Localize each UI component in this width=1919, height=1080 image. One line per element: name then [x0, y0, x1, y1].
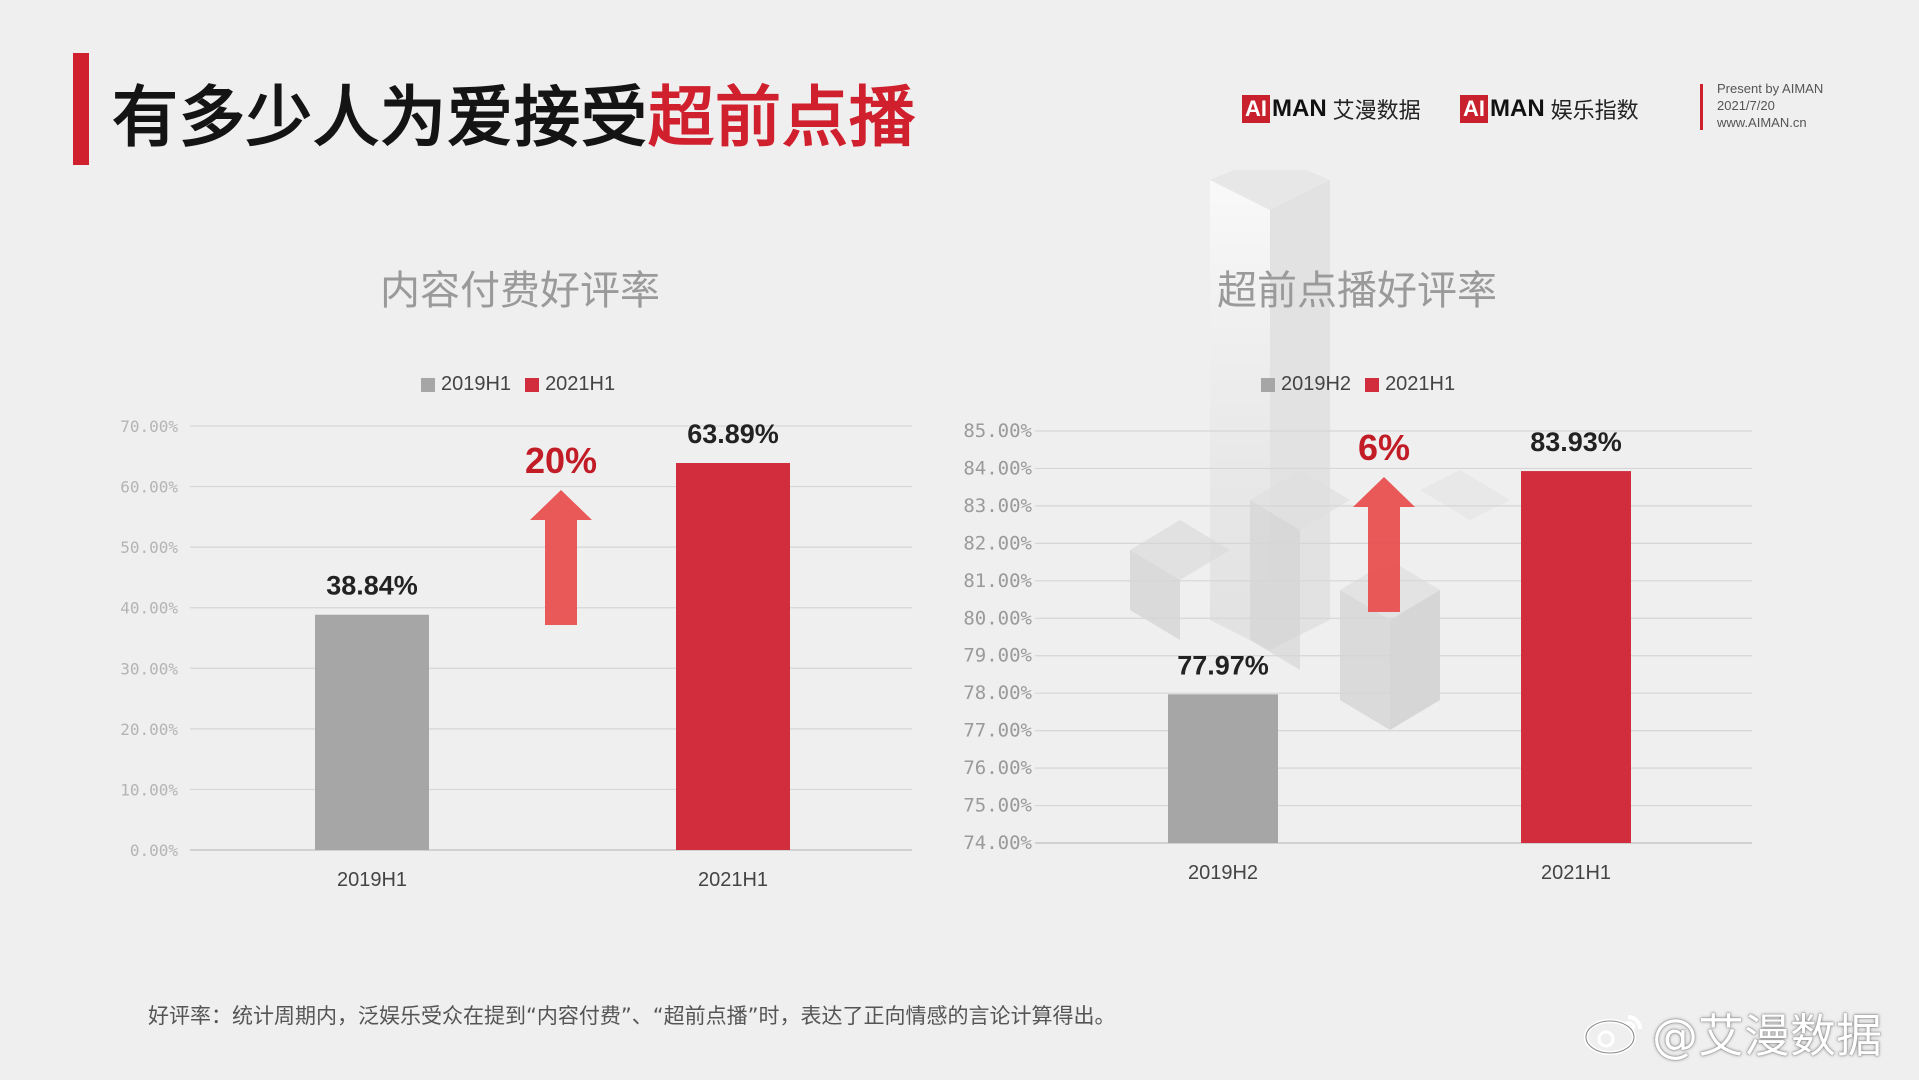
chart2-ytick-label: 82.00%	[963, 532, 1032, 554]
brand-aiman-index: AI MAN 娱乐指数	[1460, 92, 1639, 126]
chart2-ytick-label: 74.00%	[963, 832, 1032, 854]
chart2-bar-2021H1	[1521, 471, 1631, 843]
chart1-ytick-label: 70.00%	[120, 417, 178, 436]
chart2-ytick-label: 85.00%	[963, 420, 1032, 442]
chart2-legend-swatch-gray	[1261, 377, 1275, 392]
chart1-bar-2021H1	[676, 463, 790, 850]
chart1-legend-item-2: 2021H1	[525, 373, 615, 396]
chart1-title: 内容付费好评率	[380, 268, 660, 314]
chart1-legend-label-2: 2021H1	[545, 373, 616, 395]
chart2-ytick-label: 80.00%	[963, 607, 1032, 629]
chart1-ytick-label: 0.00%	[130, 841, 179, 860]
chart2-title: 超前点播好评率	[1217, 268, 1497, 314]
chart1-legend-swatch-gray	[421, 377, 435, 392]
chart2-bar-2019H2	[1168, 694, 1278, 843]
brand-ai-mark: AI	[1242, 95, 1270, 123]
chart1-growth-label: 20%	[525, 440, 597, 481]
brand-name-cn: 艾漫数据	[1332, 99, 1421, 124]
chart1-ytick-label: 60.00%	[120, 478, 178, 497]
chart2-legend-item-1: 2019H2	[1261, 373, 1351, 396]
chart2-xtick-label: 2021H1	[1541, 862, 1611, 884]
footnote: 好评率：统计周期内，泛娱乐受众在提到“内容付费”、“超前点播”时，表达了正向情感…	[148, 1004, 1116, 1028]
chart2-legend: 2019H2 2021H1	[1261, 373, 1469, 396]
brand-ai-mark: AI	[1460, 95, 1488, 123]
chart1-xtick-label: 2021H1	[698, 869, 768, 891]
chart2-legend-swatch-red	[1365, 377, 1380, 392]
chart2-growth-label: 6%	[1358, 427, 1410, 468]
chart1-ytick-label: 40.00%	[120, 599, 178, 618]
chart2-legend-item-2: 2021H1	[1365, 373, 1455, 396]
present-divider	[1700, 84, 1703, 130]
chart2-ytick-label: 76.00%	[963, 757, 1032, 779]
chart1-ytick-label: 20.00%	[120, 720, 178, 739]
chart2-xtick-label: 2019H2	[1188, 862, 1258, 884]
present-info: Present by AIMAN 2021/7/20 www.AIMAN.cn	[1717, 80, 1823, 131]
present-by: Present by AIMAN	[1717, 81, 1824, 96]
chart2-ytick-label: 81.00%	[963, 570, 1032, 592]
chart2-ytick-label: 79.00%	[963, 645, 1032, 667]
chart2-ytick-label: 84.00%	[963, 457, 1032, 479]
page-title: 有多少人为爱接受超前点播	[112, 64, 916, 160]
chart2-ytick-label: 75.00%	[963, 795, 1032, 817]
weibo-watermark: @艾漫数据	[1584, 1000, 1882, 1066]
chart2-ytick-label: 83.00%	[963, 495, 1032, 517]
brand-aiman-data: AI MAN 艾漫数据	[1242, 92, 1421, 126]
chart2-growth-arrow-icon	[1353, 477, 1415, 612]
chart1-value-label: 38.84%	[326, 571, 418, 601]
page-title-main: 有多少人为爱接受	[112, 79, 648, 156]
chart1-ytick-label: 10.00%	[120, 780, 178, 799]
chart1-legend-label-1: 2019H1	[441, 373, 512, 395]
weibo-handle: @艾漫数据	[1652, 1009, 1882, 1063]
brand-name-cn: 娱乐指数	[1550, 99, 1639, 124]
chart1-growth-arrow-icon	[530, 490, 592, 625]
page-title-highlight: 超前点播	[648, 79, 916, 156]
chart1-bar-2019H1	[315, 614, 429, 850]
chart2-ytick-label: 77.00%	[963, 720, 1032, 742]
background-cubes-image	[1130, 170, 1510, 730]
chart1-legend: 2019H1 2021H1	[421, 373, 629, 396]
chart1-legend-item-1: 2019H1	[421, 373, 511, 396]
weibo-logo-icon	[1584, 1015, 1642, 1055]
chart2-legend-label-1: 2019H2	[1281, 373, 1352, 395]
title-accent-bar	[73, 53, 89, 165]
chart1-ytick-label: 50.00%	[120, 538, 178, 557]
chart2-value-label: 83.93%	[1530, 427, 1622, 457]
chart1-xtick-label: 2019H1	[337, 869, 407, 891]
chart2-ytick-label: 78.00%	[963, 682, 1032, 704]
present-url: www.AIMAN.cn	[1717, 115, 1807, 130]
brand-man-mark: MAN	[1272, 95, 1327, 122]
brand-man-mark: MAN	[1490, 95, 1545, 122]
present-date: 2021/7/20	[1717, 98, 1775, 113]
chart1-legend-swatch-red	[525, 377, 540, 392]
chart1-value-label: 63.89%	[687, 419, 779, 449]
chart2-legend-label-2: 2021H1	[1385, 373, 1456, 395]
chart1-ytick-label: 30.00%	[120, 659, 178, 678]
chart2-value-label: 77.97%	[1177, 650, 1269, 680]
